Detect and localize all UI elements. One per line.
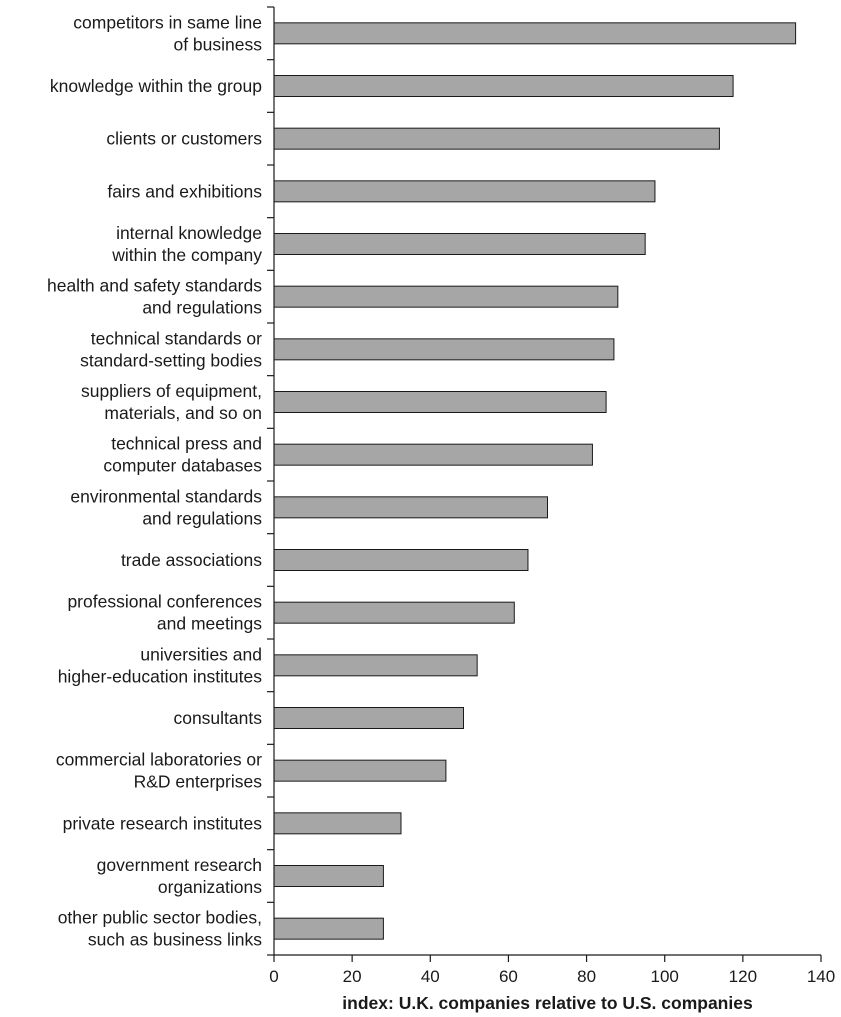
bar (273, 22, 797, 45)
category-label-line: other public sector bodies, (58, 908, 262, 928)
category-label-line: knowledge within the group (50, 76, 262, 96)
category-label-line: higher-education institutes (58, 666, 263, 686)
category-label-line: suppliers of equipment, (81, 381, 262, 401)
category-labels: competitors in same line of business knowl… (47, 12, 262, 949)
category-label: commercial laboratories or R&D enterprise… (56, 750, 262, 792)
bar (273, 654, 478, 677)
category-label: consultants (173, 708, 262, 728)
category-label-line: materials, and so on (104, 403, 262, 423)
bar (273, 180, 656, 203)
category-label-line: private research institutes (63, 813, 263, 833)
category-label-line: professional conferences (67, 592, 262, 612)
bar (273, 338, 615, 361)
category-label: professional conferences and meetings (67, 592, 262, 634)
category-label: competitors in same line of business (73, 12, 262, 54)
category-label-line: consultants (173, 708, 262, 728)
x-tick-label: 0 (269, 967, 278, 986)
category-label-line: environmental standards (70, 486, 262, 506)
category-label-line: clients or customers (106, 129, 262, 149)
category-label: suppliers of equipment, materials, and so… (81, 381, 262, 423)
x-tick-label: 40 (421, 967, 440, 986)
category-label: government research organizations (97, 855, 263, 897)
category-label-line: and regulations (142, 508, 262, 528)
x-tick-label: 140 (807, 967, 835, 986)
bar (273, 233, 646, 255)
category-label: trade associations (121, 550, 262, 570)
bar (273, 285, 619, 308)
category-label-line: government research (97, 855, 262, 875)
bar (273, 75, 734, 97)
category-label: health and safety standards and regulatio… (47, 276, 262, 318)
bar (273, 443, 593, 466)
category-label: universities and higher-education institu… (58, 644, 263, 686)
category-label-line: within the company (111, 245, 262, 265)
bar (273, 812, 402, 835)
bars-group (273, 22, 797, 940)
category-label: internal knowledge within the company (111, 223, 262, 265)
x-tick-label: 80 (577, 967, 596, 986)
bar (273, 759, 447, 782)
category-label-line: health and safety standards (47, 276, 262, 296)
category-label: other public sector bodies, such as busin… (58, 908, 263, 950)
category-label: environmental standards and regulations (70, 486, 262, 528)
category-label-line: and regulations (142, 298, 262, 318)
category-label-line: computer databases (103, 456, 262, 476)
category-label: technical press and computer databases (103, 434, 262, 476)
bar (273, 865, 384, 887)
x-tick-label: 60 (499, 967, 518, 986)
bar (273, 496, 548, 519)
x-axis-ticks: 0 20 40 60 80 100 120 140 (269, 955, 835, 986)
category-label-line: fairs and exhibitions (107, 181, 262, 201)
x-tick-label: 120 (729, 967, 757, 986)
x-tick-label: 100 (651, 967, 679, 986)
bar (273, 707, 464, 729)
category-label: technical standards or standard-setting b… (80, 328, 262, 370)
category-label: fairs and exhibitions (107, 181, 262, 201)
bar (273, 391, 607, 413)
category-label-line: R&D enterprises (134, 772, 263, 792)
category-label-line: trade associations (121, 550, 262, 570)
x-tick-label: 20 (343, 967, 362, 986)
category-label-line: technical standards or (91, 328, 262, 348)
category-label-line: organizations (158, 877, 262, 897)
category-label-line: commercial laboratories or (56, 750, 262, 770)
y-axis-ticks (267, 6, 274, 956)
category-label-line: and meetings (157, 614, 262, 634)
category-label-line: of business (173, 34, 262, 54)
bar (273, 917, 384, 940)
category-label-line: internal knowledge (116, 223, 262, 243)
category-label-line: standard-setting bodies (80, 350, 262, 370)
x-axis-title: index: U.K. companies relative to U.S. c… (342, 993, 753, 1013)
bar (273, 127, 720, 150)
category-label-line: universities and (140, 644, 262, 664)
category-label-line: technical press and (111, 434, 262, 454)
category-label: knowledge within the group (50, 76, 262, 96)
category-label-line: competitors in same line (73, 12, 262, 32)
category-label-line: such as business links (88, 930, 262, 950)
bar (273, 549, 529, 571)
category-label: clients or customers (106, 129, 262, 149)
bar (273, 601, 515, 624)
category-label: private research institutes (63, 813, 263, 833)
